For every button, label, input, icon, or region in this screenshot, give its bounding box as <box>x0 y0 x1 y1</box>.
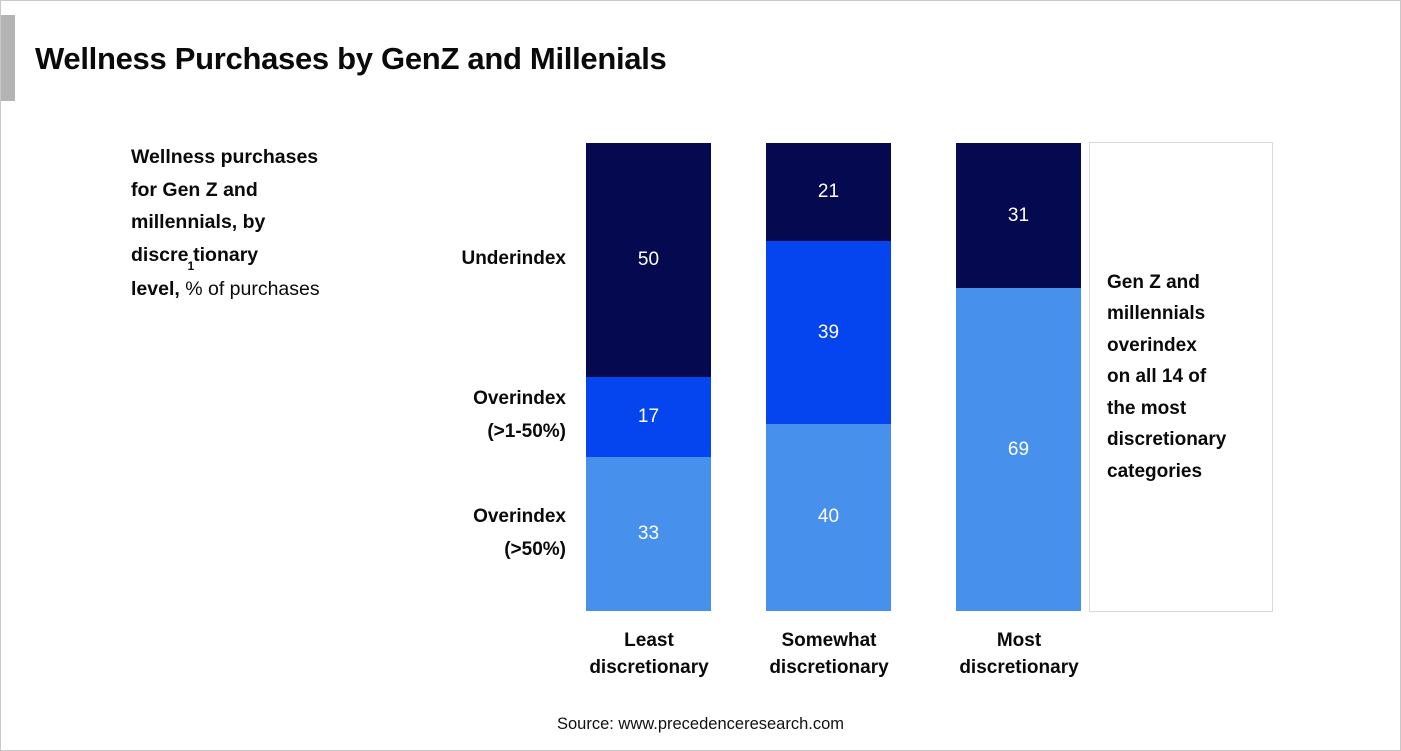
title-accent-bar <box>1 15 15 101</box>
bar-segment: 21 <box>766 143 891 242</box>
series-label-underindex-text: Underindex <box>461 248 566 269</box>
segment-value-label: 50 <box>637 249 660 270</box>
category-label-least-discretionary: Least discretionary <box>589 630 709 678</box>
segment-value-label: 39 <box>817 321 840 343</box>
segment-value-label: 31 <box>1007 204 1030 226</box>
series-label-underindex: Underindex <box>391 246 566 272</box>
series-label-overindex-50: Overindex (>50%) <box>391 500 566 566</box>
bar-segment: 50 <box>586 143 711 377</box>
annotation-line-6: discretionary <box>1107 429 1227 451</box>
bar-segment: 31 <box>956 143 1081 289</box>
series-label-overindex-50-line2: (>50%) <box>504 539 566 560</box>
segment-value-label: 17 <box>637 405 660 427</box>
chart-description: Wellness purchases for Gen Z and millenn… <box>131 141 320 306</box>
page-title: Wellness Purchases by GenZ and Millenial… <box>35 41 667 76</box>
bar-segment: 33 <box>586 456 711 611</box>
stacked-bar: 50 17 33 <box>586 143 711 611</box>
description-line-4-post: tionary <box>193 243 259 266</box>
segment-value-label: 69 <box>1007 438 1030 460</box>
stacked-bar: 21 39 40 <box>766 143 891 611</box>
segment-value-label: 40 <box>817 506 840 528</box>
bar-segment: 40 <box>766 423 891 611</box>
source-text: Source: www.precedenceresearch.com <box>556 715 845 733</box>
description-line-3: millennials, by <box>131 211 266 233</box>
series-label-overindex-1-50-line1: Overindex <box>473 388 566 409</box>
category-label-somewhat-discretionary: Somewhat discretionary <box>769 630 889 678</box>
description-line-5-regular: % of purchases <box>179 278 320 300</box>
bar-segment: 17 <box>586 377 711 457</box>
description-line-4: discre1tionary <box>131 239 320 274</box>
footnote-marker: 1 <box>187 258 195 273</box>
description-line-1: Wellness purchases <box>131 146 319 168</box>
annotation-box: Gen Z and millennials overindex on all 1… <box>1089 142 1273 612</box>
annotation-line-4: on all 14 of <box>1107 366 1207 388</box>
bar-segment: 39 <box>766 241 891 424</box>
annotation-line-1: Gen Z and <box>1107 271 1200 293</box>
series-label-overindex-50-line1: Overindex <box>473 506 566 527</box>
series-label-overindex-1-50-line2: (>1-50%) <box>487 421 566 442</box>
annotation-line-5: the most <box>1107 397 1187 419</box>
bar-chart: 50 17 33 21 39 40 31 69 <box>1 143 1400 611</box>
annotation-line-2: millennials <box>1107 303 1206 325</box>
description-line-5-bold: level, <box>131 278 180 300</box>
description-line-2: for Gen Z and <box>131 178 258 201</box>
stacked-bar: 31 69 <box>956 143 1081 611</box>
category-label-most-discretionary: Most discretionary <box>959 630 1079 678</box>
segment-value-label: 33 <box>637 522 660 544</box>
annotation-line-7: categories <box>1107 460 1203 482</box>
series-label-overindex-1-50: Overindex (>1-50%) <box>391 382 566 448</box>
description-line-5: level, % of purchases <box>131 273 320 306</box>
bar-segment: 69 <box>956 288 1081 611</box>
segment-value-label: 21 <box>817 181 840 203</box>
annotation-line-3: overindex <box>1107 334 1197 356</box>
description-line-4-pre: discre <box>131 243 189 266</box>
